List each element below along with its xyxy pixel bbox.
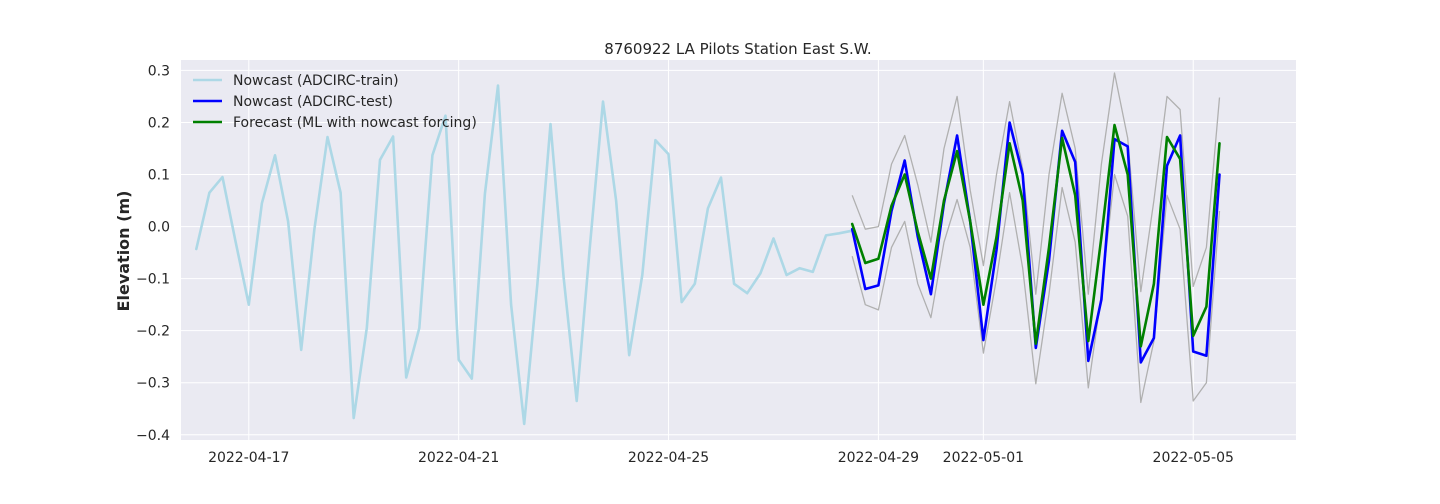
y-tick-label: −0.4 bbox=[136, 428, 170, 444]
series-line-forecast bbox=[850, 123, 1221, 348]
legend: Nowcast (ADCIRC-train) Nowcast (ADCIRC-te… bbox=[193, 73, 477, 131]
x-tick-label: 2022-04-17 bbox=[208, 450, 289, 466]
x-tick-label: 2022-05-05 bbox=[1153, 450, 1234, 466]
series-line-nowcast-train bbox=[195, 84, 854, 426]
y-tick-label: −0.3 bbox=[136, 376, 170, 392]
y-tick-label: 0.1 bbox=[148, 168, 170, 184]
plot-background bbox=[181, 60, 1296, 440]
x-tick-labels: 2022-04-17 2022-04-21 2022-04-25 2022-04-29… bbox=[208, 450, 1234, 466]
x-tick-label: 2022-04-21 bbox=[418, 450, 499, 466]
legend-item-nowcast-test: Nowcast (ADCIRC-test) bbox=[193, 94, 393, 110]
y-tick-label: 0.3 bbox=[148, 63, 170, 79]
y-tick-label: 0.0 bbox=[148, 220, 170, 236]
upper-bound-line bbox=[851, 72, 1221, 295]
legend-label: Nowcast (ADCIRC-train) bbox=[233, 73, 399, 89]
x-tick-label: 2022-05-01 bbox=[943, 450, 1024, 466]
legend-label: Forecast (ML with nowcast forcing) bbox=[233, 115, 477, 131]
x-tick-label: 2022-04-29 bbox=[838, 450, 919, 466]
y-tick-label: −0.1 bbox=[136, 272, 170, 288]
x-tick-label: 2022-04-25 bbox=[628, 450, 709, 466]
legend-item-forecast: Forecast (ML with nowcast forcing) bbox=[193, 115, 477, 131]
chart-title: 8760922 LA Pilots Station East S.W. bbox=[604, 40, 871, 58]
series-lines bbox=[195, 84, 1221, 426]
y-tick-labels: −0.4 −0.3 −0.2 −0.1 0.0 0.1 0.2 0.3 bbox=[136, 63, 170, 443]
y-tick-label: 0.2 bbox=[148, 115, 170, 131]
y-tick-label: −0.2 bbox=[136, 324, 170, 340]
y-axis-label: Elevation (m) bbox=[114, 191, 133, 312]
legend-item-nowcast-train: Nowcast (ADCIRC-train) bbox=[193, 73, 399, 89]
legend-label: Nowcast (ADCIRC-test) bbox=[233, 94, 393, 110]
